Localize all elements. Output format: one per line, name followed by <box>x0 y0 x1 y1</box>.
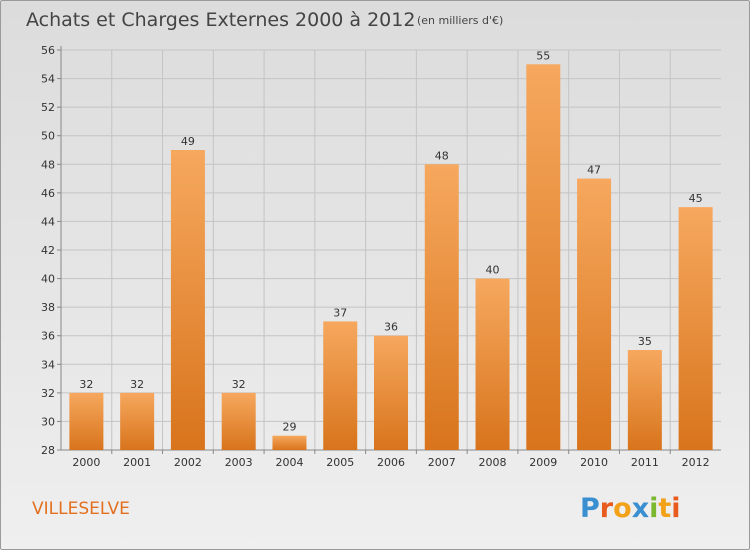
x-tick-label-2007: 2007 <box>428 456 456 469</box>
bar-2011 <box>627 350 662 450</box>
bar-2008 <box>475 278 510 450</box>
data-label-2011: 35 <box>638 335 652 348</box>
logo-letter: P <box>580 493 600 524</box>
logo-letter: i <box>671 493 680 524</box>
data-label-2007: 48 <box>435 149 449 162</box>
data-label-2012: 45 <box>689 192 703 205</box>
y-tick-label: 48 <box>41 158 55 171</box>
x-tick-label-2001: 2001 <box>123 456 151 469</box>
bar-2009 <box>526 64 561 451</box>
bar-2003 <box>221 392 256 450</box>
x-tick-label-2008: 2008 <box>479 456 507 469</box>
data-label-2004: 29 <box>282 421 296 434</box>
x-tick-label-2012: 2012 <box>682 456 710 469</box>
x-tick-label-2009: 2009 <box>529 456 557 469</box>
bar-2005 <box>323 321 358 450</box>
data-label-2000: 32 <box>79 378 93 391</box>
y-tick-label: 34 <box>41 358 55 371</box>
y-tick-label: 46 <box>41 187 55 200</box>
bar-2004 <box>272 435 307 450</box>
label-layer: 32 32 49 32 29 37 36 48 40 55 47 35 45 <box>79 49 702 433</box>
x-tick-label-2005: 2005 <box>326 456 354 469</box>
data-label-2006: 36 <box>384 321 398 334</box>
x-tick-label-2011: 2011 <box>631 456 659 469</box>
x-tick-label-2004: 2004 <box>275 456 303 469</box>
y-tick-label: 54 <box>41 73 55 86</box>
y-tick-label: 52 <box>41 101 55 114</box>
logo-letter: x <box>632 493 649 524</box>
chart-unit-note: (en milliers d'€) <box>417 14 503 27</box>
data-label-2009: 55 <box>536 49 550 62</box>
data-label-2010: 47 <box>587 164 601 177</box>
y-tick-label: 40 <box>41 273 55 286</box>
logo-letter: o <box>613 493 632 524</box>
bar-2006 <box>374 335 408 450</box>
x-tick-label-2010: 2010 <box>580 456 608 469</box>
y-tick-label: 42 <box>41 244 55 257</box>
y-tick-label: 50 <box>41 130 55 143</box>
logo-letter: t <box>658 493 671 524</box>
x-tick-label-2000: 2000 <box>72 456 100 469</box>
data-label-2003: 32 <box>232 378 246 391</box>
bar-2000 <box>69 392 104 450</box>
x-tick-label-2003: 2003 <box>225 456 253 469</box>
data-label-2002: 49 <box>181 135 195 148</box>
bar-2012 <box>678 207 713 450</box>
data-label-2008: 40 <box>486 264 500 277</box>
logo-letter: r <box>600 493 614 524</box>
y-tick-label: 28 <box>41 444 55 457</box>
bar-2002 <box>170 150 205 450</box>
bar-2001 <box>120 392 155 450</box>
bar-2007 <box>424 164 459 451</box>
y-tick-label: 36 <box>41 330 55 343</box>
y-tick-label: 32 <box>41 387 55 400</box>
y-tick-label: 44 <box>41 215 55 228</box>
data-label-2001: 32 <box>130 378 144 391</box>
y-tick-label: 56 <box>41 44 55 57</box>
logo-letter: i <box>649 493 658 524</box>
commune-name: VILLESELVE <box>32 499 130 519</box>
y-tick-label: 30 <box>41 415 55 428</box>
bar-2010 <box>577 178 612 451</box>
x-tick-label-2006: 2006 <box>377 456 405 469</box>
y-tick-label: 38 <box>41 301 55 314</box>
chart-title: Achats et Charges Externes 2000 à 2012 <box>26 9 415 31</box>
proxiti-logo: Proxiti <box>580 493 681 524</box>
bar-layer <box>69 64 713 451</box>
x-tick-label-2002: 2002 <box>174 456 202 469</box>
data-label-2005: 37 <box>333 306 347 319</box>
